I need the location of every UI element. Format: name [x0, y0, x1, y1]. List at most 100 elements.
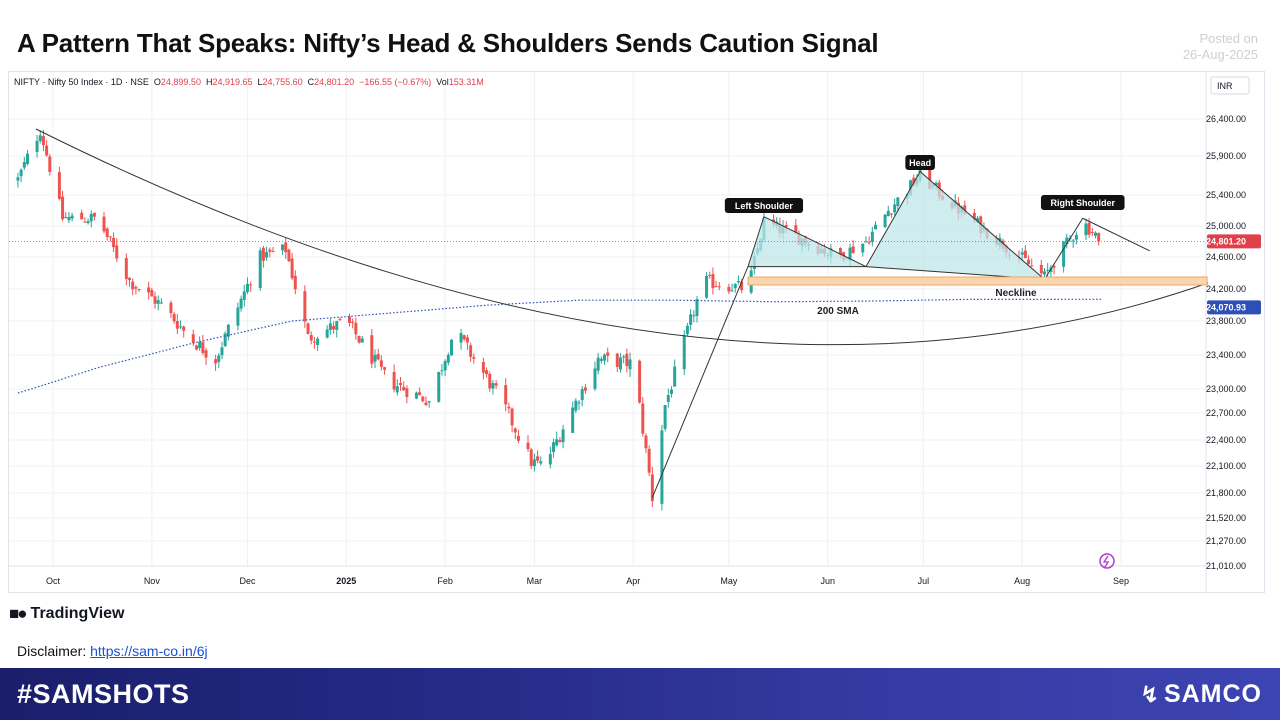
- candle-body: [507, 406, 511, 409]
- candle-body: [462, 335, 466, 340]
- candle-body: [379, 360, 383, 367]
- candle-body: [16, 177, 20, 181]
- candle-body: [539, 461, 543, 464]
- candle-body: [287, 249, 291, 262]
- candle-body: [316, 338, 320, 345]
- candle-body: [25, 153, 29, 164]
- candle-body: [1087, 222, 1091, 235]
- x-tick-label: Dec: [239, 576, 256, 586]
- candle-body: [61, 196, 65, 220]
- candle-body: [102, 216, 106, 232]
- candle-body: [485, 370, 489, 375]
- chart-panel[interactable]: 26,400.00 25,900.00 25,400.00 25,000.00 24,6…: [8, 71, 1265, 593]
- open-value: 24,899.50: [160, 77, 201, 87]
- candle-body: [303, 291, 307, 322]
- candle-body: [727, 286, 731, 292]
- trend-curve: [35, 128, 1209, 346]
- candle-body: [265, 252, 269, 258]
- candle-body: [1097, 232, 1101, 242]
- candle-body: [851, 246, 855, 253]
- pattern-line: [1082, 217, 1150, 252]
- candle-body: [446, 354, 450, 363]
- candle-body: [571, 407, 575, 433]
- candle-body: [1023, 250, 1027, 259]
- candle-body: [469, 345, 473, 357]
- vol-value: 153.31M: [448, 77, 484, 87]
- head-label-bg: [905, 155, 935, 170]
- right-shoulder-label: Right Shoulder: [1050, 198, 1115, 208]
- tradingview-logo[interactable]: ■● TradingView: [9, 604, 125, 624]
- candle-body: [705, 275, 709, 298]
- candle-body: [488, 373, 492, 389]
- candle-body: [57, 172, 61, 199]
- candle-body: [532, 459, 536, 467]
- candle-body: [198, 341, 202, 349]
- pattern-line: [763, 216, 867, 268]
- candle-body: [293, 275, 297, 290]
- candle-body: [972, 212, 976, 221]
- candle-body: [889, 213, 893, 215]
- candle-body: [536, 456, 540, 461]
- head-label: Head: [909, 158, 931, 168]
- candle-body: [625, 353, 629, 367]
- samco-logo[interactable]: ↯ SAMCO: [1141, 680, 1263, 709]
- candle-body: [373, 354, 377, 362]
- candle-body: [561, 429, 565, 443]
- candle-body: [641, 403, 645, 434]
- candle-body: [689, 314, 693, 325]
- x-tick-label: May: [720, 576, 738, 586]
- flash-icon-bolt: [1102, 555, 1110, 568]
- price-chart[interactable]: 26,400.00 25,900.00 25,400.00 25,000.00 24,6…: [9, 72, 1264, 592]
- candle-body: [147, 287, 151, 293]
- x-tick-label: Oct: [46, 576, 61, 586]
- y-tick-label: 21,800.00: [1206, 488, 1246, 498]
- candle-body: [150, 290, 154, 297]
- candle-body: [398, 382, 402, 386]
- low-value: 24,755.60: [262, 77, 303, 87]
- last-price-value: 24,801.20: [1206, 236, 1246, 246]
- candle-body: [115, 245, 119, 259]
- candle-body: [347, 316, 351, 323]
- last-price-tag: [1207, 234, 1261, 249]
- candle-body: [893, 204, 897, 213]
- change-value: −166.55 (−0.67%): [359, 77, 432, 87]
- candle-body: [204, 350, 208, 358]
- candle-body: [421, 396, 425, 402]
- y-tick-label: 22,400.00: [1206, 435, 1246, 445]
- candle-body: [663, 405, 667, 429]
- candle-body: [513, 428, 517, 433]
- candle-body: [105, 228, 109, 238]
- candle-body: [92, 212, 96, 217]
- candle-body: [131, 281, 135, 290]
- candle-body: [217, 355, 221, 362]
- footer-banner: #SAMSHOTS ↯ SAMCO: [0, 668, 1280, 720]
- candle-body: [459, 333, 463, 343]
- candle-body: [708, 274, 712, 276]
- y-tick-label: 23,800.00: [1206, 316, 1246, 326]
- candle-body: [730, 290, 734, 292]
- x-tick-label: Jun: [820, 576, 835, 586]
- left-shoulder-label: Left Shoulder: [735, 201, 793, 211]
- candle-body: [644, 435, 648, 449]
- candle-body: [175, 321, 179, 329]
- candle-body: [427, 401, 431, 403]
- candle-body: [896, 197, 900, 207]
- candle-body: [41, 136, 45, 146]
- candle-body: [86, 221, 90, 224]
- candle-body: [418, 392, 422, 396]
- candle-body: [332, 325, 336, 330]
- left-shoulder-label-bg: [724, 198, 804, 213]
- candle-body: [481, 361, 485, 373]
- candle-body: [1065, 237, 1069, 245]
- candle-body: [112, 238, 116, 248]
- candle-body: [179, 326, 183, 328]
- candle-body: [685, 325, 689, 335]
- candle-body: [650, 474, 654, 502]
- open-label: O: [153, 77, 161, 87]
- candle-body: [48, 156, 52, 172]
- candle-body: [1093, 232, 1097, 236]
- disclaimer-link[interactable]: https://sam-co.in/6j: [90, 643, 208, 659]
- candle-body: [861, 243, 865, 253]
- candle-body: [437, 371, 441, 402]
- candle-body: [574, 400, 578, 411]
